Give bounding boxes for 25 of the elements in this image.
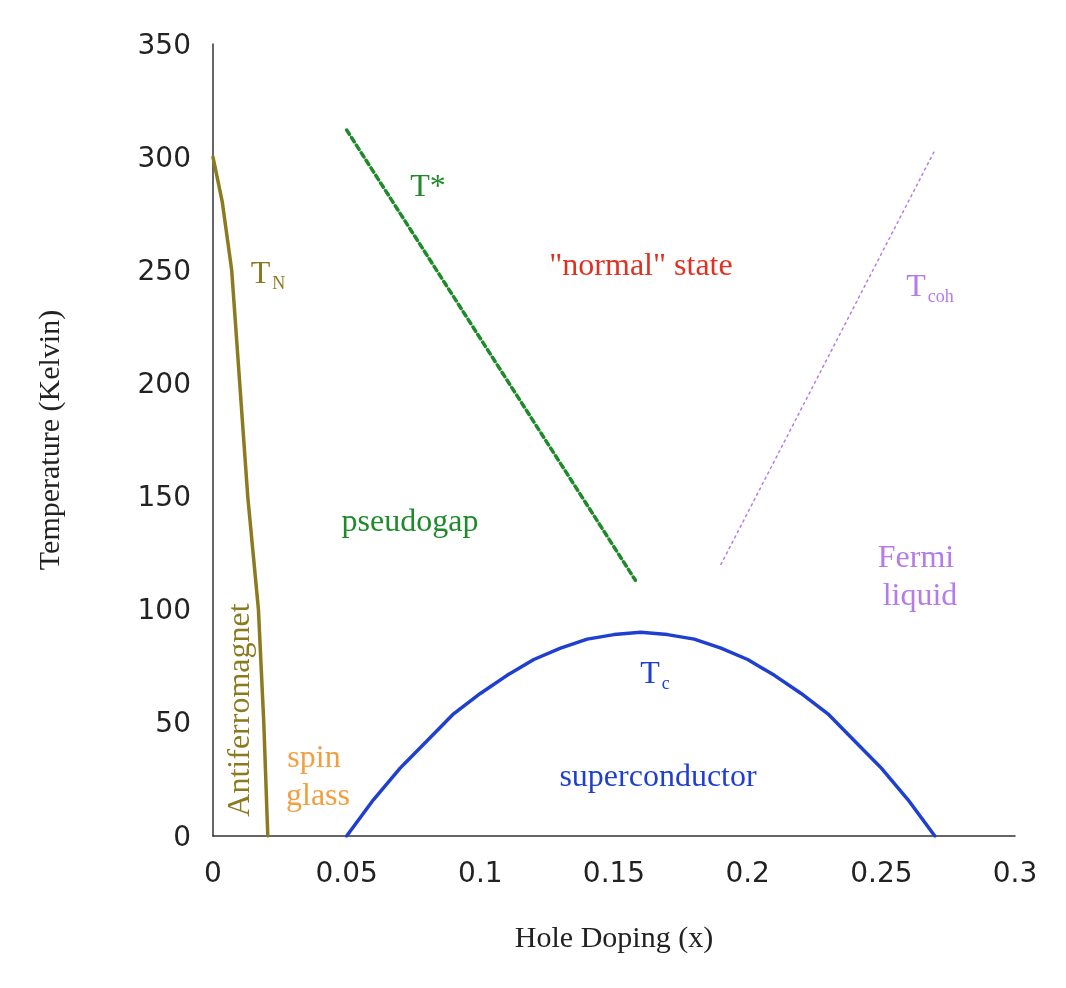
y-tick-label: 200 [137, 366, 191, 400]
annotation: T* [410, 167, 446, 203]
y-axis-title: Temperature (Kelvin) [31, 309, 66, 571]
annotation: Fermi liquid [877, 538, 963, 612]
y-tick-label: 250 [137, 253, 191, 287]
annotation: superconductor [559, 757, 757, 793]
y-tick-label: 300 [137, 140, 191, 174]
line-series [211, 155, 270, 838]
x-tick-label: 0.05 [315, 855, 378, 889]
y-tick-label: 50 [155, 706, 191, 740]
x-tick-label: 0.25 [850, 855, 913, 889]
annotation: "normal" state [549, 246, 733, 282]
annotation: pseudogap [341, 502, 479, 538]
y-tick-label: 350 [137, 27, 191, 61]
x-axis-title: Hole Doping (x) [514, 919, 714, 954]
x-tick-label: 0.15 [582, 855, 646, 889]
y-tick-label: 100 [137, 593, 191, 627]
annotation: spin glass [286, 738, 350, 812]
x-tick-label: 0 [204, 855, 222, 889]
x-tick-label: 0.3 [992, 855, 1038, 889]
x-tick-label: 0.1 [458, 855, 503, 889]
y-tick-label: 0 [173, 819, 191, 853]
y-tick-label: 150 [137, 480, 191, 514]
x-tick-label: 0.2 [725, 855, 770, 889]
annotation: Antiferromagnet [220, 603, 256, 817]
